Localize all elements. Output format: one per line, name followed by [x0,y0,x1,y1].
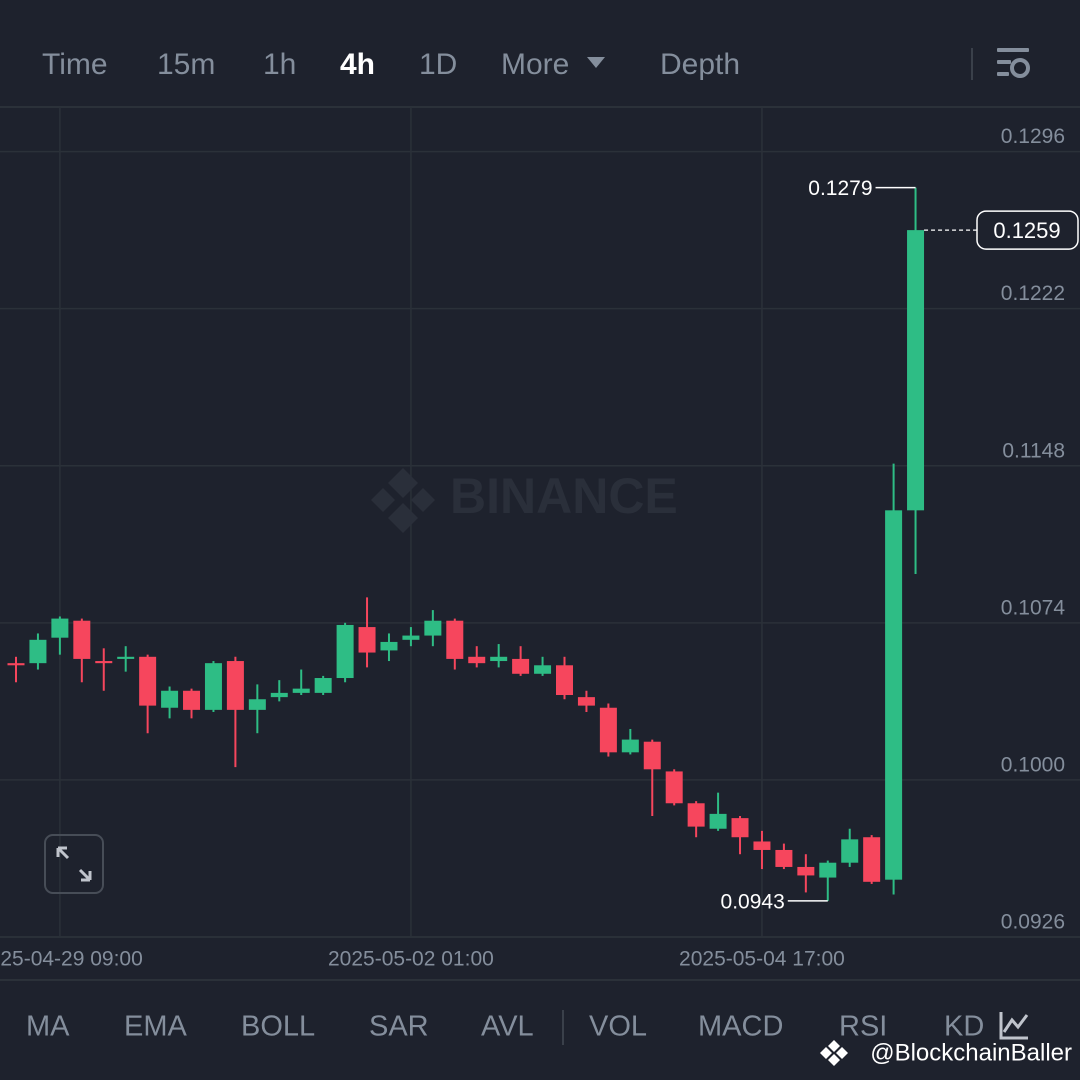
candle-body [885,510,903,880]
x-tick-label: 2025-05-04 17:00 [679,948,845,971]
tab[interactable]: More [501,48,569,81]
expand-button[interactable] [44,834,104,894]
indicator-tab[interactable]: MACD [698,1011,783,1043]
y-tick-label: 0.1296 [1001,125,1065,148]
candle-body [424,620,442,636]
candle-body [73,620,91,659]
candle-body [512,658,530,674]
candle-body [183,690,201,710]
tab[interactable]: 1h [263,48,296,81]
candle-body [51,618,69,638]
candle-body [687,803,705,827]
candle-body [446,620,464,659]
y-tick-label: 0.1222 [1001,282,1065,305]
settings-icon[interactable] [997,48,1030,78]
candle-body [95,661,113,664]
y-tick-label: 0.0926 [1001,911,1065,934]
candle-body [665,771,683,804]
candle-body [29,639,47,664]
candle-body [731,818,749,838]
tab[interactable]: Depth [660,48,740,81]
y-tick-label: 0.1148 [1002,439,1065,462]
credit-logo [820,1040,848,1066]
min-label: 0.0943 [721,890,785,913]
indicator-tab[interactable]: BOLL [241,1011,315,1043]
candle-body [161,690,179,708]
x-tick-label: 2025-05-02 01:00 [328,948,494,971]
candle-body [117,656,135,659]
candle-body [577,697,595,706]
watermark: BINANCE [450,468,678,524]
indicator-tab[interactable]: MA [26,1011,70,1043]
candle-body [643,741,661,770]
candle-body [270,692,288,698]
y-tick-label: 0.1074 [1001,596,1066,619]
x-tick-label: 2025-04-29 09:00 [0,948,143,971]
candle-body [797,866,815,876]
indicator-tab[interactable]: KD [944,1011,984,1043]
indicator-settings-icon[interactable] [999,1012,1029,1040]
candle-body [534,665,552,674]
candle-body [709,813,727,829]
candle-body [468,656,486,664]
tab[interactable]: 4h [340,48,375,81]
last-price-box [976,210,1079,250]
y-tick-label: 0.1000 [1001,753,1065,776]
watermark-logo [371,468,435,533]
candle-body [753,841,771,850]
candle-body [248,699,266,710]
candle-body [336,624,354,679]
candle-body [556,665,573,696]
indicator-tab[interactable]: EMA [124,1011,188,1043]
credit: @BlockchainBaller [870,1039,1072,1066]
candle-body [402,635,420,640]
candle-body [819,862,837,878]
candle-body [380,641,398,651]
candle-body [775,849,793,867]
candle-body [7,663,25,666]
indicator-tab[interactable]: SAR [369,1011,429,1043]
candle-body [621,739,639,753]
candle-body [292,688,310,693]
dropdown-arrow [587,57,605,68]
candle-body [490,656,508,662]
candle-body [358,627,376,653]
last-price-label: 0.1259 [993,218,1060,243]
candle-body [226,661,244,710]
tab[interactable]: 1D [419,48,457,81]
candle-body [204,663,222,710]
indicator-tab[interactable]: RSI [839,1011,887,1043]
indicator-tab[interactable]: VOL [589,1011,647,1043]
candle-body [314,678,332,693]
candle-body [841,839,859,863]
candle-body [863,837,881,882]
candle-body [907,230,925,511]
indicator-tab[interactable]: AVL [481,1011,534,1043]
tab[interactable]: 15m [157,48,215,81]
max-label: 0.1279 [808,177,872,200]
candle-body [139,656,157,706]
candle-body [599,707,617,753]
tab[interactable]: Time [42,48,108,81]
